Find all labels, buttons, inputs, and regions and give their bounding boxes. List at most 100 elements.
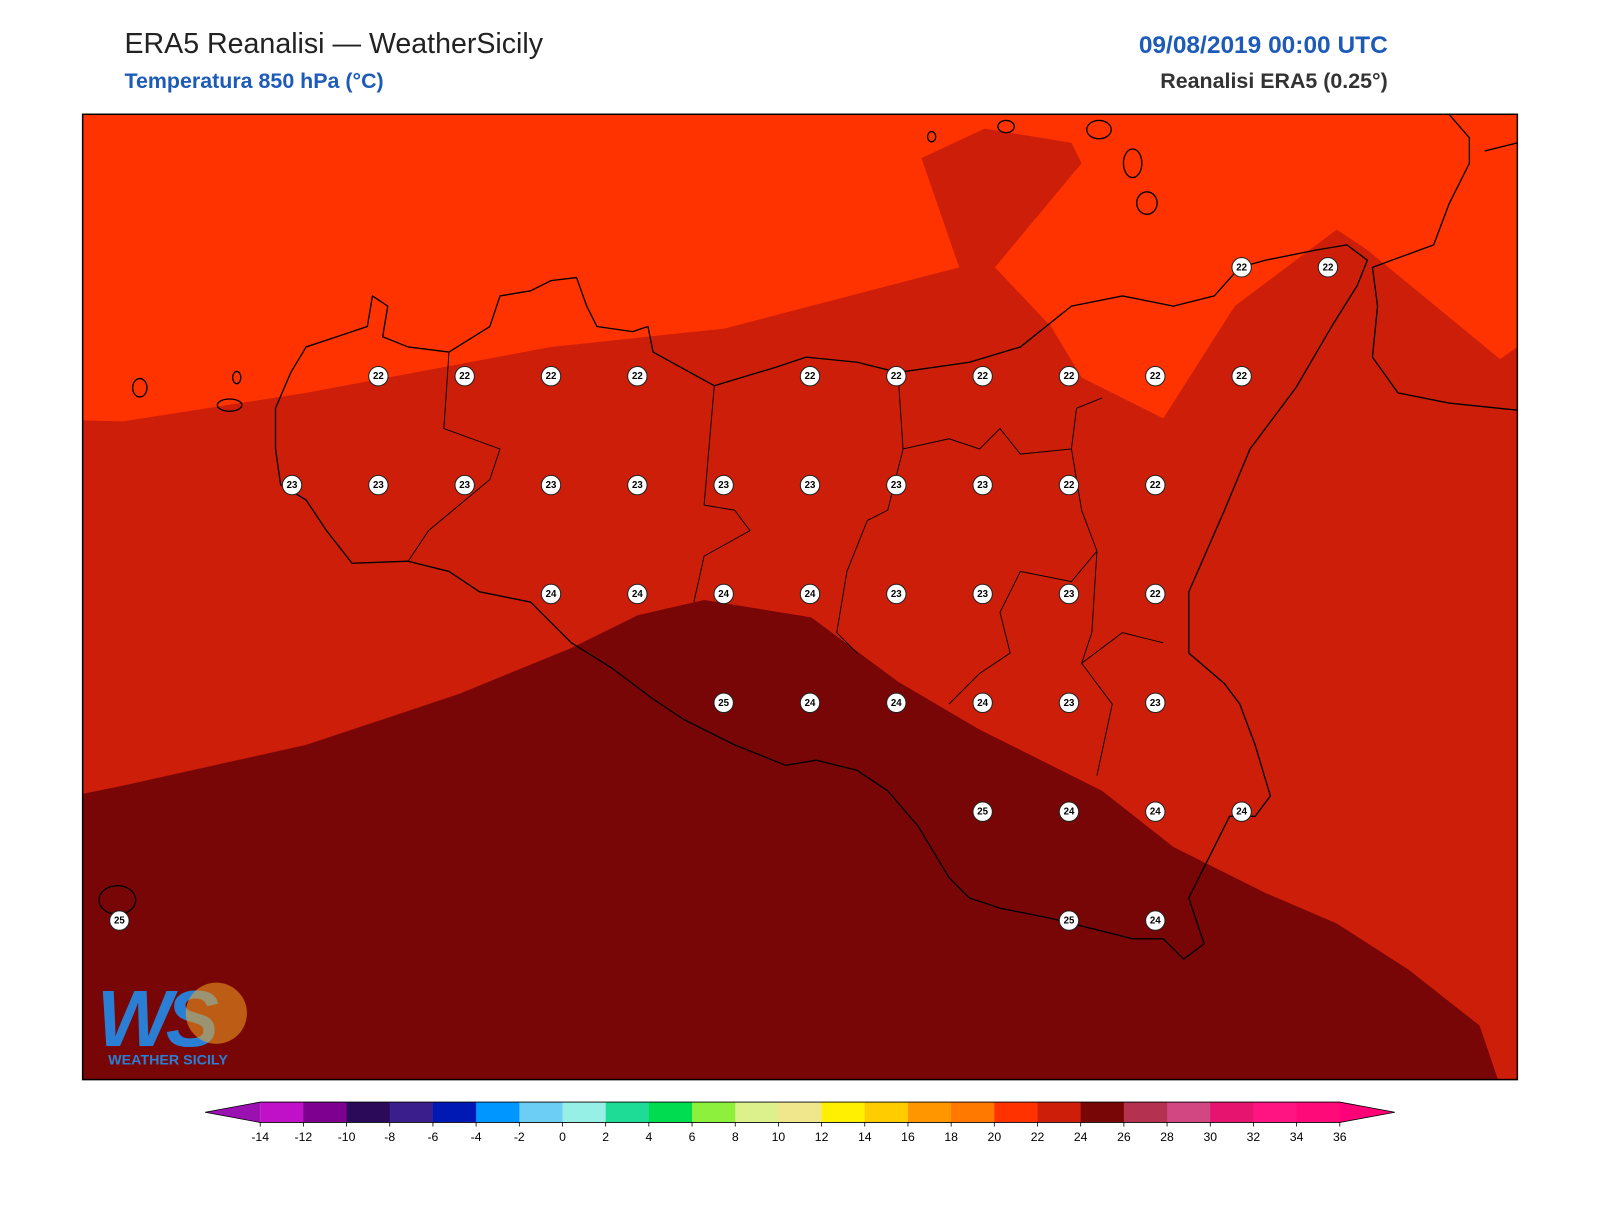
station-value: 24 bbox=[718, 589, 729, 600]
colorbar-tick-label: 8 bbox=[732, 1130, 739, 1144]
station-marker bbox=[368, 366, 389, 387]
station-value: 22 bbox=[977, 371, 988, 382]
colorbar-tick-label: 32 bbox=[1247, 1130, 1261, 1144]
colorbar-tick-label: -14 bbox=[251, 1130, 269, 1144]
colorbar-segment bbox=[1123, 1102, 1168, 1123]
colorbar-tick-label: 20 bbox=[988, 1130, 1002, 1144]
colorbar-tick-label: 26 bbox=[1117, 1130, 1131, 1144]
station-value: 23 bbox=[546, 480, 557, 491]
colorbar-segment bbox=[1167, 1102, 1211, 1123]
colorbar-tick-label: 10 bbox=[772, 1130, 786, 1144]
station-marker bbox=[1145, 474, 1166, 496]
station-value: 24 bbox=[632, 589, 643, 600]
colorbar-tick-label: 12 bbox=[815, 1130, 829, 1144]
island bbox=[997, 119, 1015, 134]
station-marker bbox=[454, 366, 475, 387]
station-value: 23 bbox=[977, 480, 988, 491]
station-value: 22 bbox=[1150, 480, 1161, 491]
station-marker bbox=[627, 366, 648, 387]
subtitle: Temperatura 850 hPa (°C) bbox=[124, 69, 383, 93]
station-value: 23 bbox=[287, 480, 298, 491]
station-value: 23 bbox=[977, 589, 988, 600]
colorbar-segment bbox=[303, 1102, 348, 1123]
colorbar-segment bbox=[519, 1102, 563, 1123]
colorbar-tick-label: 4 bbox=[645, 1130, 652, 1144]
station-marker bbox=[540, 366, 562, 387]
colorbar-tick-label: 34 bbox=[1290, 1130, 1304, 1144]
island bbox=[216, 398, 243, 412]
station-value: 22 bbox=[546, 371, 557, 382]
station-marker bbox=[627, 583, 648, 605]
colorbar-tick-label: 2 bbox=[602, 1130, 609, 1144]
station-marker bbox=[1317, 257, 1339, 278]
station-value: 22 bbox=[1323, 262, 1334, 273]
station-value: 24 bbox=[891, 698, 902, 709]
station-marker bbox=[1145, 583, 1166, 605]
station-value: 22 bbox=[1236, 262, 1247, 273]
station-value: 22 bbox=[805, 371, 816, 382]
colorbar-segment bbox=[778, 1102, 823, 1123]
colorbar-tick-label: 14 bbox=[858, 1130, 872, 1144]
station-marker bbox=[886, 583, 907, 605]
station-marker bbox=[799, 692, 821, 714]
station-marker bbox=[1058, 692, 1080, 714]
stations: 22 22 22 22 22 22 22 22 22 22 22 22 23 23 23 23 23 23 23 23… bbox=[109, 257, 1339, 931]
station-marker bbox=[368, 474, 389, 496]
date: 09/08/2019 00:00 UTC bbox=[1139, 32, 1388, 59]
station-marker bbox=[1145, 692, 1166, 714]
station-value: 25 bbox=[1064, 916, 1075, 927]
colorbar-extend-low bbox=[205, 1102, 261, 1123]
station-value: 23 bbox=[718, 480, 729, 491]
colorbar-segment bbox=[346, 1102, 391, 1123]
colorbar-segment bbox=[1080, 1102, 1125, 1123]
logo: WS WEATHER SICILY bbox=[97, 974, 247, 1068]
colorbar-tick-label: 18 bbox=[944, 1130, 958, 1144]
colorbar-tick-label: -6 bbox=[427, 1130, 438, 1144]
station-marker bbox=[1058, 801, 1080, 822]
station-value: 23 bbox=[632, 480, 643, 491]
colorbar-segment bbox=[821, 1102, 866, 1123]
colorbar-segment bbox=[692, 1102, 736, 1123]
station-marker bbox=[799, 366, 821, 387]
station-value: 23 bbox=[373, 480, 384, 491]
station-value: 22 bbox=[632, 371, 643, 382]
station-marker bbox=[627, 474, 648, 496]
station-marker bbox=[886, 474, 907, 496]
station-value: 24 bbox=[1150, 807, 1161, 818]
station-value: 25 bbox=[718, 698, 729, 709]
station-value: 23 bbox=[1150, 698, 1161, 709]
colorbar-segment bbox=[476, 1102, 520, 1123]
colorbar-tick-label: 28 bbox=[1160, 1130, 1174, 1144]
station-value: 22 bbox=[373, 371, 384, 382]
logo-text: WEATHER SICILY bbox=[108, 1052, 228, 1068]
station-marker bbox=[972, 801, 993, 822]
station-marker bbox=[972, 583, 993, 605]
colorbar-segment bbox=[1210, 1102, 1254, 1123]
station-marker bbox=[886, 366, 907, 387]
colorbar-tick-label: -2 bbox=[514, 1130, 525, 1144]
station-marker bbox=[281, 474, 303, 496]
station-value: 23 bbox=[805, 480, 816, 491]
station-marker bbox=[109, 910, 130, 931]
colorbar-segment bbox=[907, 1102, 952, 1123]
colorbar-segment bbox=[432, 1102, 477, 1123]
station-value: 22 bbox=[1236, 371, 1247, 382]
station-marker bbox=[1058, 910, 1080, 931]
island bbox=[1136, 191, 1158, 215]
colorbar-tick-label: 30 bbox=[1203, 1130, 1217, 1144]
colorbar-segment bbox=[735, 1102, 779, 1123]
station-value: 24 bbox=[805, 589, 816, 600]
station-marker bbox=[713, 583, 734, 605]
colorbar-segment bbox=[389, 1102, 434, 1123]
station-marker bbox=[713, 474, 734, 496]
colorbar-segment bbox=[605, 1102, 650, 1123]
station-marker bbox=[972, 366, 993, 387]
colorbar-tick-label: -4 bbox=[471, 1130, 482, 1144]
band-24-26 bbox=[82, 600, 1498, 1080]
colorbar-tick-label: -10 bbox=[338, 1130, 356, 1144]
colorbar-tick-label: -12 bbox=[295, 1130, 313, 1144]
colorbar-segment bbox=[994, 1102, 1039, 1123]
colorbar-tick-label: 36 bbox=[1333, 1130, 1347, 1144]
